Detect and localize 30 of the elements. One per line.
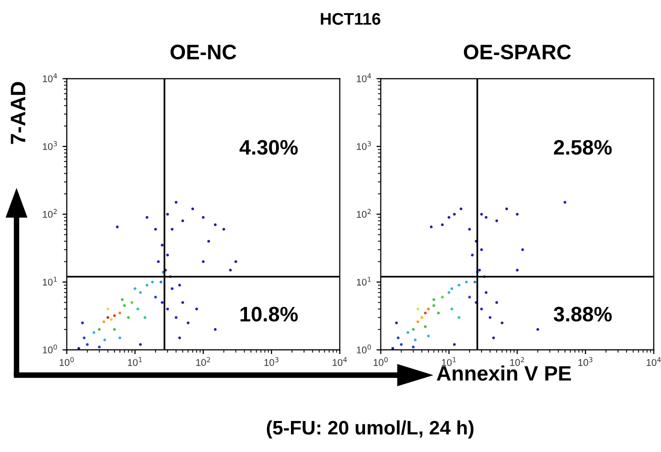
y-axis-title: 7-AAD	[10, 82, 26, 144]
y-tick-label: 10$^{1}$	[356, 276, 371, 286]
annotation: 10.8%	[240, 306, 298, 322]
x-tick-label: 10$^{3}$	[264, 357, 278, 366]
x-tick-label: 10$^{2}$	[196, 357, 210, 366]
chart-title: OE-SPARC	[464, 44, 571, 60]
x-tick-label: 10$^{4}$	[332, 357, 347, 366]
x-axis-title: Annexin V PE	[436, 365, 571, 381]
y-tick-label: 10$^{2}$	[356, 208, 371, 218]
annotation: 3.88%	[554, 306, 612, 322]
y-tick-label: 10$^{4}$	[356, 73, 372, 82]
x-tick-label: 10$^{0}$	[374, 357, 388, 366]
annotation: 4.30%	[240, 140, 298, 155]
x-tick-label: 10$^{4}$	[646, 357, 661, 366]
chart-title: OE-NC	[170, 44, 236, 60]
y-tick-label: 10$^{1}$	[42, 276, 57, 286]
y-tick-label: 10$^{3}$	[356, 141, 371, 150]
y-tick-label: 10$^{4}$	[42, 73, 58, 82]
x-tick-label: 10$^{1}$	[442, 357, 456, 366]
text: (5-FU: 20 umol/L, 24 h)	[266, 420, 474, 438]
x-tick-label: 10$^{3}$	[578, 357, 592, 366]
y-tick-label: 10$^{0}$	[42, 344, 57, 354]
text: HCT116	[320, 13, 380, 25]
y-tick-label: 10$^{0}$	[356, 344, 371, 354]
x-tick-label: 10$^{1}$	[128, 357, 142, 366]
y-tick-label: 10$^{3}$	[42, 141, 57, 150]
y-tick-label: 10$^{2}$	[42, 208, 57, 218]
x-tick-label: 10$^{0}$	[60, 357, 74, 366]
annotation: 2.58%	[554, 140, 612, 155]
x-tick-label: 10$^{2}$	[510, 357, 524, 366]
